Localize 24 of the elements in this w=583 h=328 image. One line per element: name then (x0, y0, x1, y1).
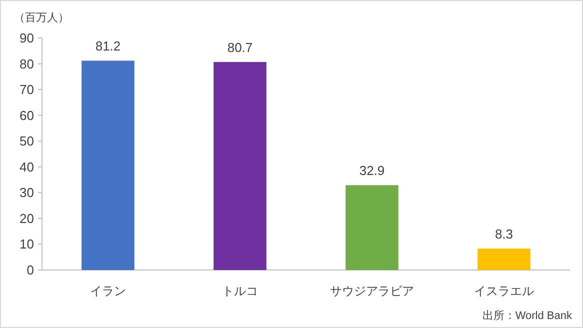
y-tick-label: 30 (20, 185, 34, 200)
y-tick-label: 10 (20, 236, 34, 252)
text: 出所：World Bank (482, 309, 572, 322)
y-tick-label: 90 (20, 30, 34, 46)
x-tick-label: トルコ (222, 284, 258, 298)
data-label: 80.7 (227, 40, 253, 55)
bar (214, 62, 266, 270)
y-tick-label: 20 (20, 210, 34, 226)
data-label: 32.9 (359, 163, 385, 178)
bar (346, 185, 398, 270)
y-tick-label: 40 (20, 159, 34, 174)
y-tick-label: 80 (20, 56, 34, 72)
y-tick-label: 70 (20, 82, 34, 98)
x-tick-label: イスラエル (474, 284, 534, 298)
data-label: 81.2 (95, 38, 121, 54)
y-axis-title: （百万人） (14, 12, 69, 24)
data-label: 8.3 (494, 226, 514, 242)
y-tick-label: 50 (20, 134, 34, 149)
bar (478, 248, 530, 270)
x-tick-label: イラン (90, 284, 126, 298)
y-tick-label: 0 (26, 262, 34, 278)
bar (82, 60, 134, 270)
x-tick-label: サウジアラビア (330, 284, 414, 298)
y-tick-label: 60 (20, 108, 34, 123)
